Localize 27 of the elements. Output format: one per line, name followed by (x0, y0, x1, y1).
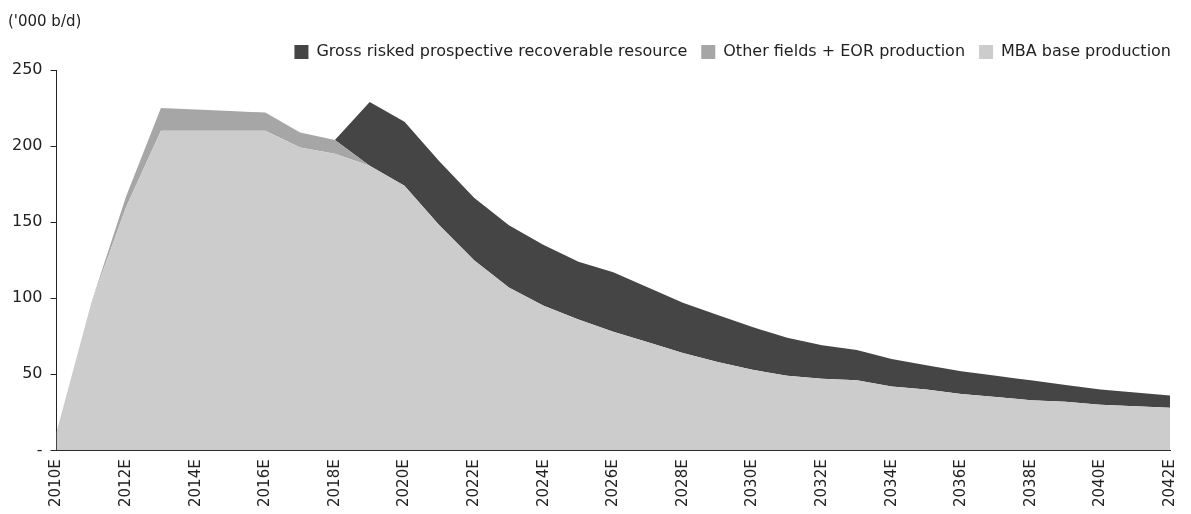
x-tick-label: 2030E (742, 459, 761, 507)
x-tick-label: 2032E (811, 459, 830, 507)
legend-label: Other fields + EOR production (723, 41, 966, 61)
x-tick-label: 2024E (533, 459, 552, 507)
legend-label: MBA base production (1001, 41, 1171, 61)
x-tick-label: 2010E (46, 459, 65, 507)
x-tick-label: 2020E (394, 459, 413, 507)
x-tick-label: 2022E (463, 459, 482, 507)
x-tick-label: 2012E (116, 459, 135, 507)
y-axis-title: ('000 b/d) (8, 12, 82, 30)
x-tick-label: 2016E (255, 459, 274, 507)
y-tick-label: - (36, 439, 43, 459)
y-tick-label: 200 (11, 135, 43, 155)
x-tick-label: 2038E (1020, 459, 1039, 507)
x-tick-label: 2036E (951, 459, 970, 507)
x-tick-label: 2028E (672, 459, 691, 507)
y-tick-label: 50 (22, 363, 43, 383)
x-tick-label: 2014E (185, 459, 204, 507)
x-tick-label: 2042E (1159, 459, 1178, 507)
y-tick-label: 250 (11, 59, 43, 79)
x-tick-label: 2018E (324, 459, 343, 507)
legend-label: Gross risked prospective recoverable resource (316, 41, 688, 61)
x-tick-label: 2034E (881, 459, 900, 507)
y-tick-label: 100 (11, 287, 43, 307)
y-tick-label: 150 (11, 211, 43, 231)
x-tick-label: 2040E (1090, 459, 1109, 507)
x-tick-label: 2026E (603, 459, 622, 507)
